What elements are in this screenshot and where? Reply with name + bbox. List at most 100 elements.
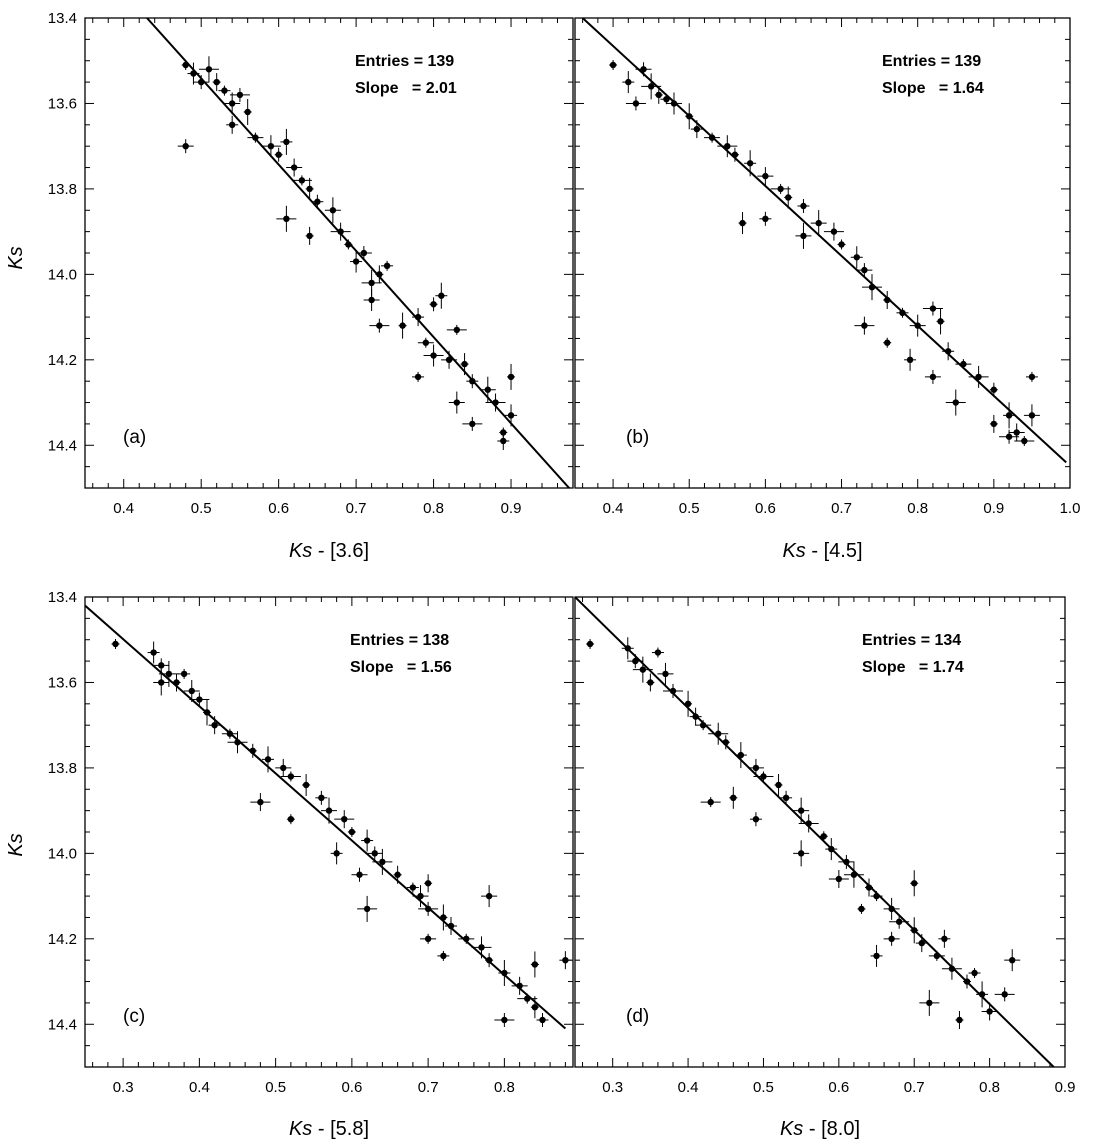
data-point [507,373,515,381]
data-point [926,999,933,1007]
data-point [722,739,729,746]
data-point [1009,956,1016,964]
data-point [944,348,952,355]
data-point [257,798,264,806]
data-point [914,322,921,329]
data-point [684,700,692,708]
data-point [501,969,508,977]
data-point [501,1016,508,1024]
data-point [383,262,391,270]
panel-label: (a) [123,427,146,448]
x-tick-label: 0.8 [907,500,928,517]
data-point [895,918,903,925]
slope-label: Slope = 2.01 [355,80,457,97]
data-point [306,185,313,193]
data-point [929,373,937,381]
data-point [858,905,865,913]
data-point [752,815,760,823]
data-point [655,91,662,99]
data-point [1001,991,1008,998]
data-point [213,78,220,86]
data-point [531,961,539,968]
data-point [737,751,745,759]
data-point [234,739,241,746]
data-point [686,113,693,120]
data-point [221,87,228,94]
data-point [884,296,891,304]
x-axis-title-band: - [5.8] [312,1118,369,1140]
data-point [453,326,461,334]
y-tick-label: 14.4 [48,1016,77,1033]
data-point [287,773,295,780]
data-point [283,215,290,223]
y-tick-label: 14.2 [48,352,77,369]
data-point [739,219,746,227]
x-tick-label: 0.5 [191,500,212,517]
x-axis-title: Ks - [4.5] [782,540,862,562]
data-point [586,640,594,648]
data-point [865,884,873,891]
data-point [639,666,647,673]
data-point [760,773,767,780]
data-point [500,437,507,445]
plot-data-layer [85,604,572,1030]
data-point [306,232,313,240]
entries-label: Entries = 138 [350,632,449,649]
data-point [379,858,386,866]
data-point [188,687,195,695]
data-point [937,318,944,325]
data-point [933,952,941,960]
data-point [929,305,937,312]
data-point [524,995,531,1002]
data-point [360,249,368,257]
data-point [414,373,422,381]
data-point [356,871,363,878]
data-point [244,108,251,116]
plot-frame [84,596,574,1068]
x-tick-label: 0.3 [113,1079,134,1096]
data-point [348,828,356,836]
data-point [654,649,662,656]
data-point [205,66,213,73]
data-point [986,1008,993,1015]
fit-line [85,604,567,1030]
data-point [868,283,876,291]
data-point [835,875,843,883]
plot-data-layer [146,18,570,488]
data-point [447,922,455,930]
data-point [800,232,807,240]
plot-data-layer [581,18,1067,464]
y-tick-label: 13.4 [48,589,77,606]
x-axis-title-band: - [8.0] [803,1118,860,1140]
data-point [941,935,948,943]
data-point [861,266,868,274]
data-point [463,935,470,943]
x-tick-label: 0.8 [979,1079,1000,1096]
data-point [990,386,998,393]
data-point [625,78,632,86]
data-point [371,850,378,857]
data-point [424,880,432,887]
data-point [539,1016,546,1024]
entries-label: Entries = 139 [355,53,454,70]
data-point [507,412,515,419]
data-point [461,360,468,368]
data-point [782,794,790,802]
data-point [805,820,812,827]
data-point [363,905,371,913]
data-point [368,279,375,287]
data-point [469,377,476,385]
data-point [484,386,491,393]
data-point [669,687,677,695]
data-point [978,991,986,998]
panel-a: 0.4 0.5 0.6 0.7 0.8 0.9 13.4 13.6 13.8 14.0 14.2 14… [5,10,574,562]
data-point [363,837,371,844]
data-point [693,125,701,133]
data-point [165,670,173,678]
y-tick-label: 14.4 [48,437,77,454]
data-point [838,241,845,248]
data-point [376,322,383,329]
data-point [873,892,880,900]
data-point [180,670,188,678]
